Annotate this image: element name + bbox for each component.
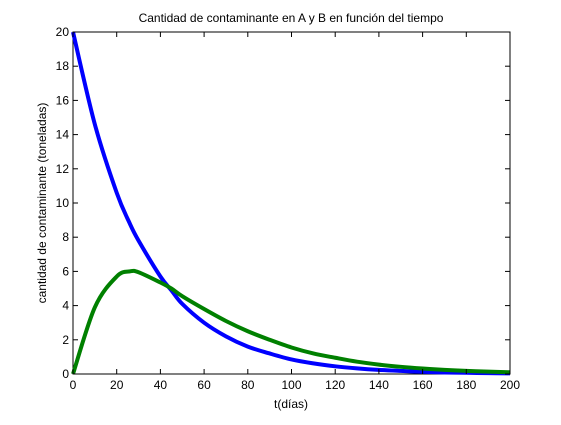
x-tick-label: 120 bbox=[325, 378, 345, 392]
x-tick-label: 60 bbox=[197, 378, 211, 392]
y-tick-label: 8 bbox=[62, 230, 69, 244]
y-tick-label: 0 bbox=[62, 367, 69, 381]
y-tick-label: 4 bbox=[62, 299, 69, 313]
ticks-layer: 0 20 40 60 80 100 120 140 160 180 200 0 2 4 6 8 10 12 14 16… bbox=[56, 25, 521, 392]
y-tick-label: 14 bbox=[56, 128, 70, 142]
x-tick-label: 160 bbox=[413, 378, 433, 392]
x-tick-label: 40 bbox=[154, 378, 168, 392]
x-tick-label: 100 bbox=[281, 378, 301, 392]
y-tick-label: 10 bbox=[56, 196, 70, 210]
x-tick-label: 20 bbox=[110, 378, 124, 392]
series-line-1 bbox=[71, 31, 511, 376]
x-tick-label: 140 bbox=[369, 378, 389, 392]
x-tick-label: 80 bbox=[241, 378, 255, 392]
y-tick-label: 16 bbox=[56, 93, 70, 107]
y-tick-label: 6 bbox=[62, 264, 69, 278]
y-tick-label: 18 bbox=[56, 59, 70, 73]
plot-area bbox=[72, 31, 511, 375]
x-tick-label: 180 bbox=[456, 378, 476, 392]
chart-title: Cantidad de contaminante en A y B en fun… bbox=[139, 11, 444, 25]
y-tick-label: 12 bbox=[56, 162, 70, 176]
series-layer bbox=[71, 31, 511, 376]
x-axis-label: t(días) bbox=[274, 397, 308, 411]
x-tick-label: 0 bbox=[70, 378, 77, 392]
y-tick-label: 2 bbox=[62, 333, 69, 347]
y-axis-label: cantidad de contaminante (toneladas) bbox=[35, 103, 49, 304]
x-tick-label: 200 bbox=[500, 378, 520, 392]
y-tick-label: 20 bbox=[56, 25, 70, 39]
series-line-2 bbox=[71, 268, 511, 375]
